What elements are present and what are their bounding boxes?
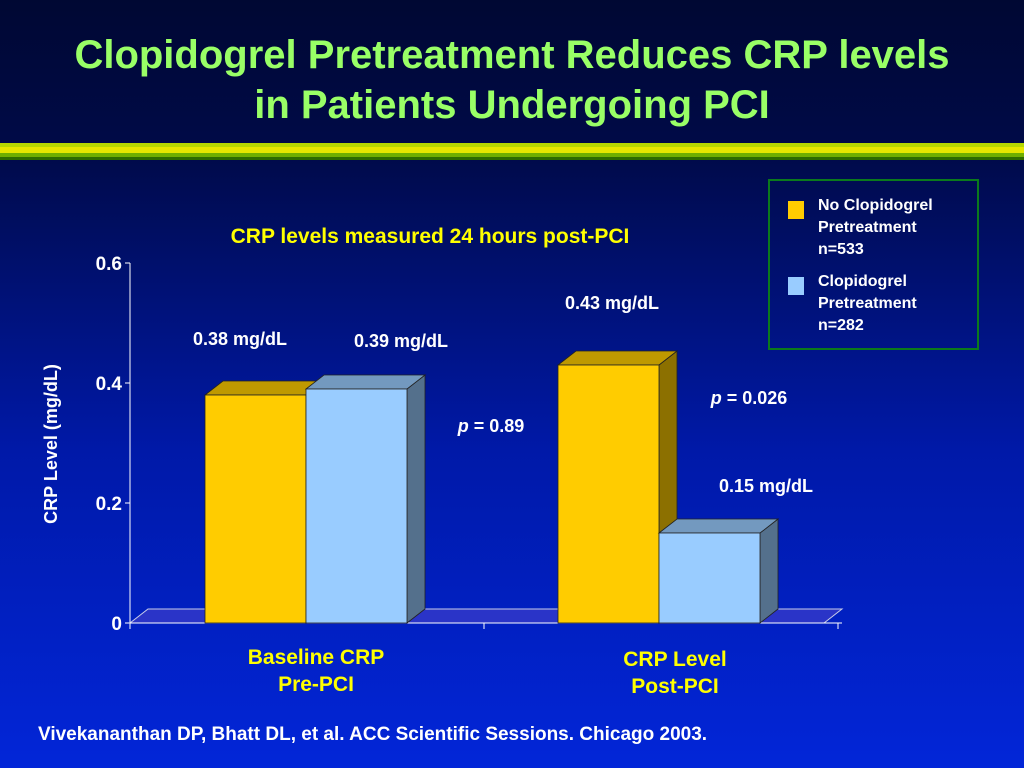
p-value-annotation: p = 0.89 (457, 416, 525, 436)
bar-no-clopidogrel-baseline (204, 394, 307, 624)
x-category-label: Baseline CRP (248, 646, 385, 669)
p-value-annotation: p = 0.026 (710, 388, 788, 408)
divider-band (0, 157, 1024, 160)
divider-band (0, 153, 1024, 157)
slide-title: Clopidogrel Pretreatment Reduces CRP lev… (0, 30, 1024, 130)
legend-label-clopidogrel: Clopidogrel Pretreatment n=282 (818, 273, 917, 334)
y-tick-label: 0.4 (96, 374, 123, 395)
slide-title-line-1: Clopidogrel Pretreatment Reduces CRP lev… (74, 33, 950, 77)
data-label-clopidogrel-post-pci: 0.15 mg/dL (719, 476, 813, 496)
x-category-label: Pre-PCI (278, 673, 354, 696)
bar-clopidogrel-baseline (305, 388, 408, 624)
data-label-no-clopidogrel-post-pci: 0.43 mg/dL (565, 293, 659, 313)
y-tick-label: 0 (111, 614, 122, 635)
slide-title-line-2: in Patients Undergoing PCI (254, 83, 770, 127)
x-category-label: CRP Level (623, 648, 727, 671)
citation-footer: Vivekananthan DP, Bhatt DL, et al. ACC S… (38, 724, 708, 745)
legend-swatch-clopidogrel (788, 277, 804, 295)
y-axis-label: CRP Level (mg/dL) (41, 364, 61, 524)
bar-clopidogrel-post-pci (658, 532, 761, 624)
bar-top-clopidogrel-post-pci (657, 518, 780, 534)
bar-no-clopidogrel-post-pci (557, 364, 660, 624)
chart-subtitle: CRP levels measured 24 hours post-PCI (230, 225, 630, 248)
legend-label-no-clopidogrel: No Clopidogrel Pretreatment n=533 (818, 197, 933, 258)
divider-band (0, 147, 1024, 153)
y-tick-label: 0.6 (96, 254, 122, 275)
chart-legend: No Clopidogrel Pretreatment n=533 Clopid… (768, 179, 979, 350)
y-tick-label: 0.2 (96, 494, 122, 515)
data-label-clopidogrel-baseline: 0.39 mg/dL (354, 331, 448, 351)
legend-swatch-no-clopidogrel (788, 201, 804, 219)
x-category-label: Post-PCI (631, 675, 719, 698)
bar-top-no-clopidogrel-post-pci (556, 350, 679, 366)
bar-top-clopidogrel-baseline (304, 374, 427, 390)
data-label-no-clopidogrel-baseline: 0.38 mg/dL (193, 329, 287, 349)
bar-side-clopidogrel-post-pci (759, 518, 779, 624)
bar-side-clopidogrel-baseline (406, 374, 426, 624)
divider-band (0, 143, 1024, 147)
